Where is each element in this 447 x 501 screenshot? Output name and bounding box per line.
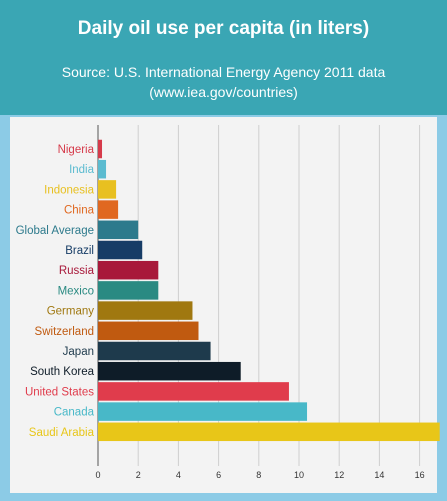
x-tick-label: 10 — [294, 470, 304, 480]
bar-saudi-arabia — [98, 422, 440, 442]
x-tick-label: 6 — [216, 470, 221, 480]
chart-subtitle: Source: U.S. International Energy Agency… — [0, 62, 447, 102]
bar-china — [98, 200, 119, 219]
chart-header: Daily oil use per capita (in liters) Sou… — [0, 0, 447, 115]
category-label: South Korea — [30, 366, 95, 378]
bar-canada — [98, 402, 308, 421]
bar-brazil — [98, 240, 143, 260]
category-label: Global Average — [16, 225, 94, 237]
x-tick-label: 2 — [136, 470, 141, 480]
category-label: Indonesia — [44, 184, 94, 196]
bar-germany — [98, 301, 193, 320]
x-tick-label: 8 — [256, 470, 261, 480]
chart-subtitle-source: Source: U.S. International Energy Agency… — [61, 64, 386, 80]
bar-india — [98, 159, 107, 179]
bar-russia — [98, 260, 159, 280]
chart-subtitle-url: (www.iea.gov/countries) — [149, 84, 298, 100]
bar-japan — [98, 341, 211, 361]
category-label: Nigeria — [58, 144, 95, 156]
bar-switzerland — [98, 321, 199, 341]
category-label: Mexico — [58, 285, 94, 297]
x-tick-label: 12 — [334, 470, 344, 480]
x-tick-label: 0 — [95, 470, 100, 480]
category-label: China — [64, 205, 95, 217]
bar-indonesia — [98, 180, 117, 199]
category-label: India — [69, 164, 95, 176]
category-label: Russia — [59, 265, 95, 277]
x-tick-label: 4 — [176, 470, 181, 480]
category-label: Saudi Arabia — [29, 427, 95, 439]
category-label: Germany — [47, 306, 95, 318]
x-tick-label: 16 — [415, 470, 425, 480]
category-label: Switzerland — [35, 326, 94, 338]
bar-united-states — [98, 382, 289, 401]
bar-mexico — [98, 281, 159, 300]
category-label: Canada — [54, 407, 95, 419]
bar-nigeria — [98, 139, 103, 159]
category-label: Brazil — [65, 245, 94, 257]
category-label: United States — [25, 386, 94, 398]
bar-global-average — [98, 220, 139, 240]
bar-south-korea — [98, 361, 241, 381]
category-label: Japan — [63, 346, 94, 358]
chart-title: Daily oil use per capita (in liters) — [77, 18, 370, 39]
x-tick-label: 14 — [374, 470, 384, 480]
